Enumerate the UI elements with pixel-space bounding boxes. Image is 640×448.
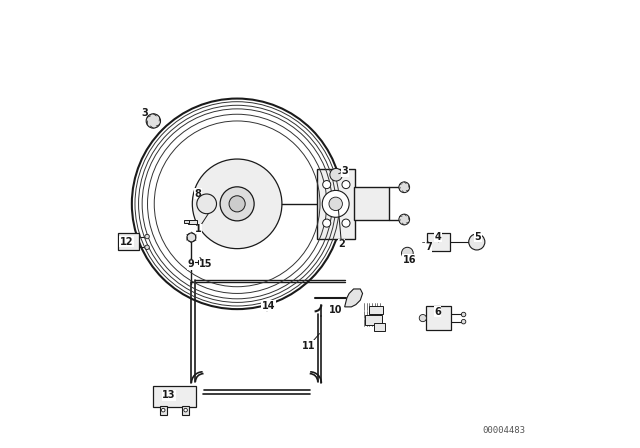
Polygon shape <box>184 220 189 223</box>
Bar <box>182 406 189 415</box>
Text: 8: 8 <box>195 189 202 198</box>
Text: 6: 6 <box>434 307 441 317</box>
Polygon shape <box>188 220 196 224</box>
Bar <box>355 187 389 220</box>
Bar <box>118 233 139 250</box>
Bar <box>374 323 385 331</box>
Circle shape <box>197 194 216 214</box>
Circle shape <box>323 219 331 227</box>
Text: 7: 7 <box>425 242 432 252</box>
Bar <box>153 386 196 407</box>
Text: 13: 13 <box>163 390 176 400</box>
Circle shape <box>401 247 413 259</box>
Text: 00004483: 00004483 <box>482 426 525 435</box>
Circle shape <box>146 114 161 128</box>
Bar <box>317 169 355 238</box>
Circle shape <box>461 319 466 324</box>
Circle shape <box>419 314 426 322</box>
Text: 10: 10 <box>330 305 343 315</box>
Text: 14: 14 <box>262 301 275 310</box>
Bar <box>369 306 383 314</box>
Circle shape <box>468 234 485 250</box>
Circle shape <box>399 214 410 225</box>
Text: 2: 2 <box>338 239 345 249</box>
Text: 15: 15 <box>199 259 212 269</box>
Text: 3: 3 <box>342 166 348 176</box>
Text: 9: 9 <box>188 259 195 269</box>
Bar <box>426 306 451 330</box>
Text: 4: 4 <box>435 232 441 241</box>
Circle shape <box>342 219 350 227</box>
Circle shape <box>184 409 188 412</box>
Circle shape <box>145 245 149 250</box>
Polygon shape <box>344 289 362 307</box>
Circle shape <box>132 99 342 309</box>
Circle shape <box>229 196 245 212</box>
Circle shape <box>329 197 342 211</box>
Circle shape <box>192 159 282 249</box>
Text: 3: 3 <box>141 108 148 118</box>
Circle shape <box>323 181 331 189</box>
Circle shape <box>399 182 410 193</box>
Circle shape <box>461 312 466 317</box>
Circle shape <box>187 233 196 242</box>
Bar <box>427 233 451 251</box>
Circle shape <box>330 168 342 181</box>
Circle shape <box>145 234 149 239</box>
Circle shape <box>322 190 349 217</box>
Text: 1: 1 <box>195 224 202 234</box>
Text: 16: 16 <box>403 255 417 265</box>
Bar <box>365 315 382 325</box>
Text: 5: 5 <box>474 232 481 241</box>
Text: 12: 12 <box>120 237 133 247</box>
Circle shape <box>161 409 165 412</box>
Circle shape <box>342 181 350 189</box>
Bar <box>159 406 167 415</box>
Circle shape <box>220 187 254 221</box>
Text: 11: 11 <box>302 341 316 351</box>
